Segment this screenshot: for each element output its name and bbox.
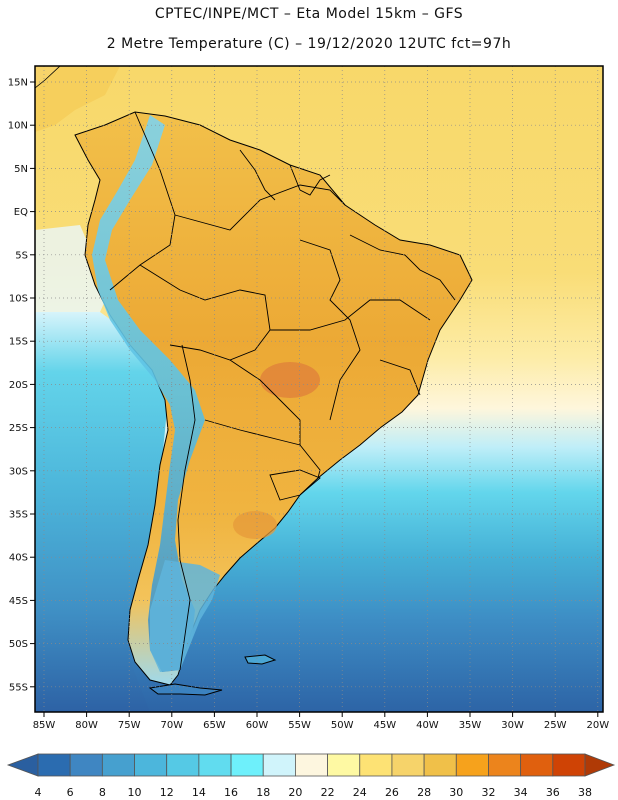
colorbar-label: 30 <box>449 786 463 799</box>
colorbar-label: 16 <box>224 786 238 799</box>
lat-label: 15S <box>9 337 28 348</box>
border-paraguay <box>229 359 301 445</box>
graticule <box>35 66 603 712</box>
warm-spot-pampas <box>233 511 277 539</box>
colorbar-swatch <box>327 753 361 777</box>
hot-spot-pantanal <box>260 362 320 398</box>
lat-label: 40S <box>9 553 28 564</box>
colorbar-high-arrow <box>584 753 616 777</box>
border-venezuela-guyana <box>239 149 276 201</box>
colorbar-label: 6 <box>67 786 74 799</box>
colorbar-label: 32 <box>481 786 495 799</box>
lon-label: 80W <box>75 720 98 731</box>
lat-label: 20S <box>9 380 28 391</box>
title-line-1: CPTEC/INPE/MCT – Eta Model 15km – GFS <box>154 6 464 22</box>
colorbar-swatch <box>262 753 296 777</box>
lat-label: 45S <box>9 596 28 607</box>
colorbar-label: 28 <box>417 786 431 799</box>
border-bolivia <box>139 264 271 361</box>
colorbar-swatch <box>488 753 522 777</box>
border-guianas <box>289 164 331 196</box>
colorbar-labels: 4 6 8 10 12 14 16 18 20 22 24 26 28 30 32 34 36 38 <box>35 786 593 799</box>
border-argentina-north <box>204 419 321 479</box>
lon-label: 70W <box>160 720 183 731</box>
country-borders <box>109 111 456 671</box>
lon-label: 60W <box>246 720 269 731</box>
lon-label: 30W <box>501 720 524 731</box>
colorbar-swatch <box>166 753 200 777</box>
colorbar-swatch <box>423 753 457 777</box>
lat-label: 50S <box>9 639 28 650</box>
colorbar-label: 12 <box>160 786 174 799</box>
lon-label: 20W <box>586 720 609 731</box>
border-brazil-states-3 <box>349 234 456 301</box>
colorbar-label: 18 <box>256 786 270 799</box>
falkland-islands <box>244 654 277 665</box>
caribbean-coast <box>35 66 61 89</box>
colorbar-low-arrow <box>6 753 39 777</box>
colorbar-swatch <box>520 753 554 777</box>
lon-label: 25W <box>544 720 567 731</box>
colorbar-label: 14 <box>192 786 206 799</box>
colorbar-label: 8 <box>99 786 106 799</box>
colorbar-label: 24 <box>353 786 367 799</box>
colorbar-swatch <box>198 753 232 777</box>
lat-label: 30S <box>9 466 28 477</box>
colorbar-label: 22 <box>321 786 335 799</box>
colorbar-label: 20 <box>288 786 302 799</box>
title-line-2: 2 Metre Temperature (C) – 19/12/2020 12U… <box>106 36 512 52</box>
colorbar-label: 34 <box>514 786 528 799</box>
border-colombia-peru <box>109 111 176 291</box>
map-body <box>35 66 603 712</box>
colorbar-label: 10 <box>128 786 142 799</box>
border-brazil-states-1 <box>270 299 431 331</box>
colorbar-swatch <box>69 753 103 777</box>
lon-label: 85W <box>33 720 56 731</box>
lon-label: 40W <box>416 720 439 731</box>
lat-label: 10S <box>9 294 28 305</box>
colorbar-label: 4 <box>35 786 42 799</box>
colorbar-swatch <box>295 753 328 777</box>
lon-label: 65W <box>203 720 226 731</box>
border-brazil-north <box>174 184 346 231</box>
lat-label: 5N <box>14 164 28 175</box>
colorbar-swatch <box>455 753 489 777</box>
longitude-labels: 85W 80W 75W 70W 65W 60W 55W 50W 45W 40W 35W 30W 25W 2… <box>33 712 609 731</box>
lat-label: 55S <box>9 682 28 693</box>
colorbar-swatch <box>37 753 71 777</box>
map-frame <box>34 65 604 713</box>
lat-label: 25S <box>9 423 28 434</box>
colorbar-label: 38 <box>578 786 592 799</box>
colorbar-label: 36 <box>546 786 560 799</box>
colorbar-swatch <box>134 753 168 777</box>
lon-label: 55W <box>288 720 311 731</box>
lon-label: 45W <box>373 720 396 731</box>
colorbar-swatch <box>230 753 264 777</box>
border-chile-argentina <box>177 344 196 671</box>
colorbar-swatch <box>359 753 393 777</box>
lat-label: EQ <box>14 207 28 218</box>
lon-label: 50W <box>331 720 354 731</box>
pacific-equatorial <box>35 225 110 312</box>
lat-label: 35S <box>9 510 28 521</box>
lat-label: 5S <box>15 250 28 261</box>
border-brazil-states-4 <box>379 359 421 396</box>
central-america <box>35 66 120 132</box>
lat-label: 15N <box>8 78 28 89</box>
colorbar <box>6 753 616 777</box>
colorbar-swatch <box>101 753 135 777</box>
colorbar-swatch <box>552 753 586 777</box>
lon-label: 75W <box>118 720 141 731</box>
patagonia <box>150 560 220 672</box>
latitude-labels: 15N 10N 5N EQ 5S 10S 15S 20S 25S 30S 35S 40S 45S 50S 5… <box>8 78 35 693</box>
lat-label: 10N <box>8 121 28 132</box>
lon-label: 35W <box>459 720 482 731</box>
colorbar-swatch <box>391 753 425 777</box>
colorbar-label: 26 <box>385 786 399 799</box>
